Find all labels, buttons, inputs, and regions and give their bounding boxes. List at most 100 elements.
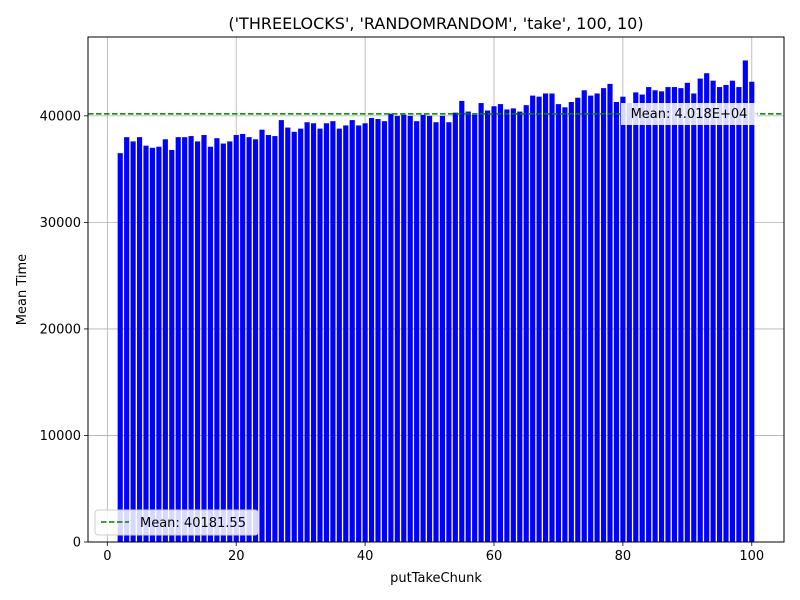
bar xyxy=(278,120,284,543)
bar xyxy=(336,128,342,543)
bar xyxy=(420,114,426,542)
bar xyxy=(201,135,207,542)
bar xyxy=(407,115,413,542)
bar xyxy=(562,107,568,542)
bar xyxy=(633,92,639,542)
bar xyxy=(530,95,536,542)
bar xyxy=(542,93,549,542)
mean-annotation: Mean: 4.018E+04 xyxy=(621,103,757,125)
bar xyxy=(517,111,523,542)
bar xyxy=(156,146,162,543)
bar xyxy=(394,115,400,542)
bar xyxy=(723,84,729,542)
bar xyxy=(298,128,304,543)
bar xyxy=(162,139,168,542)
bar xyxy=(555,104,562,543)
x-tick-label: 100 xyxy=(739,549,764,564)
bar xyxy=(368,117,375,543)
bar xyxy=(310,123,317,542)
y-tick-label: 20000 xyxy=(40,322,81,337)
bar xyxy=(246,137,252,542)
annotation-text: Mean: 4.018E+04 xyxy=(631,107,748,122)
bar xyxy=(214,138,220,542)
bar xyxy=(626,103,632,542)
y-tick-label: 30000 xyxy=(40,216,81,231)
bar xyxy=(227,141,233,542)
bar xyxy=(671,87,678,542)
y-tick-label: 10000 xyxy=(40,429,81,444)
x-tick-label: 40 xyxy=(357,549,374,564)
y-axis-label: Mean Time xyxy=(15,254,30,325)
bar xyxy=(194,141,201,542)
y-tick-label: 0 xyxy=(73,536,81,551)
bar xyxy=(233,135,239,542)
bar xyxy=(620,96,626,542)
bar xyxy=(568,101,574,543)
bar xyxy=(265,135,272,542)
bar xyxy=(729,80,736,543)
x-tick-label: 60 xyxy=(486,549,503,564)
bar xyxy=(375,119,381,543)
bar xyxy=(240,133,246,542)
bar xyxy=(207,146,214,543)
bar xyxy=(484,110,491,542)
bars xyxy=(117,60,755,543)
bar xyxy=(356,125,362,542)
bar xyxy=(343,125,349,542)
bar xyxy=(452,112,458,542)
bar xyxy=(678,88,684,542)
bar xyxy=(575,97,581,543)
bar xyxy=(149,147,156,542)
bar xyxy=(439,115,446,542)
x-tick-label: 80 xyxy=(615,549,632,564)
chart-title: ('THREELOCKS', 'RANDOMRANDOM', 'take', 1… xyxy=(228,14,643,33)
bar xyxy=(388,113,394,542)
bar xyxy=(330,121,336,543)
x-tick-label: 20 xyxy=(228,549,245,564)
bar xyxy=(704,73,710,542)
bar xyxy=(124,137,130,542)
bar xyxy=(433,122,439,543)
bar xyxy=(259,129,265,542)
bar xyxy=(381,121,388,543)
bar xyxy=(523,105,529,542)
bar xyxy=(182,137,188,542)
bar xyxy=(472,114,478,542)
bar xyxy=(536,96,542,542)
x-axis-label: putTakeChunk xyxy=(390,571,482,586)
bar xyxy=(549,93,555,542)
bar xyxy=(613,101,620,543)
bar xyxy=(691,93,697,542)
bar xyxy=(272,136,278,542)
bar xyxy=(317,128,323,543)
plot-frame xyxy=(87,36,785,543)
bar xyxy=(716,87,723,542)
bar xyxy=(652,90,658,542)
bar xyxy=(446,122,452,543)
bar xyxy=(143,145,149,542)
bar xyxy=(169,149,175,542)
bar xyxy=(414,121,420,543)
bar xyxy=(588,95,594,542)
bar xyxy=(323,123,330,542)
bar xyxy=(594,93,600,542)
bar xyxy=(710,80,716,543)
bar xyxy=(600,88,607,542)
bar xyxy=(459,100,465,543)
bar xyxy=(749,81,755,543)
y-tick-label: 40000 xyxy=(40,109,81,124)
bar xyxy=(581,90,587,542)
bar xyxy=(188,136,194,542)
bar xyxy=(478,103,484,542)
bar xyxy=(491,106,497,543)
bar xyxy=(665,87,671,542)
bar xyxy=(639,94,645,542)
annotation-box xyxy=(621,103,757,125)
bar xyxy=(117,153,123,542)
bar xyxy=(252,139,259,542)
bar xyxy=(401,114,407,542)
bar xyxy=(175,137,181,542)
bar xyxy=(304,122,310,543)
bar xyxy=(349,120,355,543)
bar xyxy=(291,131,297,542)
